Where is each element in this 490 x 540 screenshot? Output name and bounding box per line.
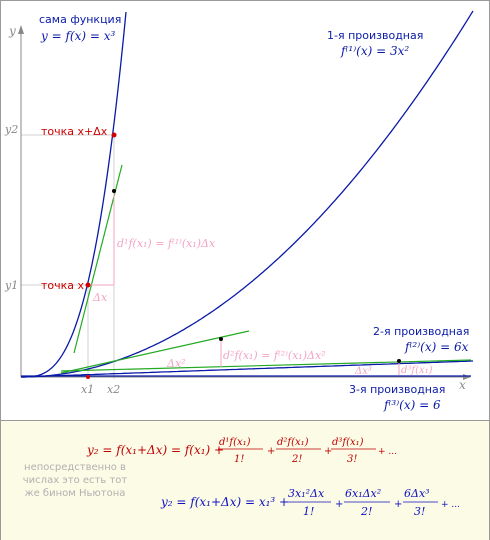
point-x1-on-function [85,282,91,288]
x1-label: x1 [81,383,94,396]
formula2-plus2: + [394,499,402,510]
point-x2-on-function [111,132,117,138]
formula1-term3-numerator: d³f(x₁) [332,437,364,448]
formula2-term3-numerator: 6Δx³ [404,487,430,500]
formula2-term3-denominator: 3! [414,505,425,518]
second-derivative-formula: f⁽²⁾(x) = 6x [404,340,469,354]
formula1-tail: + ... [378,447,397,457]
axis-x-label: x [459,378,466,392]
formula1-term1-denominator: 1! [234,454,244,465]
third-derivative-title: 3-я производная [349,383,445,396]
formula1-term2-denominator: 2! [291,454,302,465]
dx-squared-label: Δx² [166,357,186,370]
dx-label: Δx [92,291,108,304]
formula1-plus1: + [267,446,275,457]
tangent-on-second-derivative [60,359,472,372]
formula2-term1-denominator: 1! [303,505,314,518]
point-x-label: точка x [41,279,85,292]
formula2-term2-denominator: 2! [360,505,372,518]
binomial-note: непосредственно в числах это есть тот же… [22,462,128,499]
first-derivative-title: 1-я производная [327,29,423,42]
curve-function-x3 [21,11,127,378]
second-differential-label: d²f(x₁) = f⁽²⁾(x₁)Δx² [223,349,326,362]
formula1-term2-numerator: d²f(x₁) [277,437,309,448]
third-differential-label: d³f(x₁) [401,365,433,376]
formula1-term1-numerator: d¹f(x₁) [219,437,251,448]
formula2-term2-numerator: 6x₁Δx² [345,487,381,500]
formula-panel: непосредственно в числах это есть тот же… [1,420,489,540]
y2-label: y2 [4,123,18,136]
third-derivative-formula: f⁽³⁾(x) = 6 [383,398,441,412]
x2-label: x2 [107,383,120,396]
d1-tangent-dot [219,337,223,341]
formula2-lhs: y₂ = f(x₁+Δx) = x₁³ + [160,495,289,509]
d2-tangent-dot [397,359,401,363]
formula1-plus2: + [324,446,332,457]
first-differential-label: d¹f(x₁) = f⁽¹⁾(x₁)Δx [117,237,216,250]
dx-cubed-label: Δx³ [354,366,372,377]
y-axis-arrow [18,25,24,34]
formula-canvas: y₂ = f(x₁+Δx) = f(x₁) + d¹f(x₁) 1! + d²f… [86,437,460,518]
tangent-on-first-derivative [60,330,250,374]
second-derivative-title: 2-я производная [373,325,469,338]
first-derivative-formula: f⁽¹⁾(x) = 3x² [340,44,409,58]
formula2-tail: + ... [441,500,460,510]
formula2-term1-numerator: 3x₁²Δx [288,487,325,500]
function-title: сама функция [39,13,121,26]
formula2-plus1: + [335,499,343,510]
curve-first-derivative [21,10,474,378]
point-x-dx-label: точка x+Δx [41,125,108,138]
y1-label: y1 [4,279,18,292]
axis-y-label: y [8,24,16,38]
x1-axis-dot [86,375,90,379]
tangent-on-function [73,164,123,354]
function-formula: y = f(x) = x³ [40,29,115,43]
formula1-term3-denominator: 3! [347,454,357,465]
tangent-end-dot [112,189,116,193]
formula1-lhs: y₂ = f(x₁+Δx) = f(x₁) + [86,443,224,457]
diagram-canvas: x y y2 y1 x1 x2 сама функция y = f(x) = … [4,10,474,412]
curve-second-derivative [20,360,474,378]
